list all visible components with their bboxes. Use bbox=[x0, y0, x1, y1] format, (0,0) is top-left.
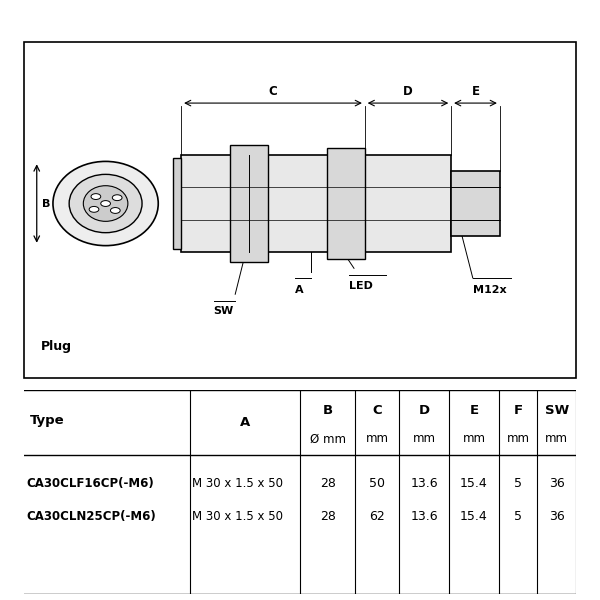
Circle shape bbox=[91, 194, 101, 199]
Text: mm: mm bbox=[413, 433, 436, 445]
Bar bbox=[173, 158, 181, 249]
Text: A: A bbox=[295, 284, 303, 295]
Text: Plug: Plug bbox=[41, 340, 72, 353]
Text: F: F bbox=[514, 404, 523, 417]
Text: LED: LED bbox=[349, 281, 373, 291]
Text: M 30 x 1.5 x 50: M 30 x 1.5 x 50 bbox=[193, 478, 283, 490]
Bar bbox=[24, 42, 576, 378]
Text: 15.4: 15.4 bbox=[460, 510, 488, 523]
Text: 5: 5 bbox=[514, 478, 522, 490]
Text: Ø mm: Ø mm bbox=[310, 433, 346, 445]
Text: 13.6: 13.6 bbox=[410, 478, 438, 490]
Text: mm: mm bbox=[366, 433, 389, 445]
Text: 28: 28 bbox=[320, 510, 335, 523]
Text: D: D bbox=[419, 404, 430, 417]
Text: B: B bbox=[42, 199, 50, 209]
Text: SW: SW bbox=[214, 305, 234, 316]
Circle shape bbox=[112, 195, 122, 200]
Bar bbox=[230, 145, 268, 262]
Text: mm: mm bbox=[463, 433, 485, 445]
Text: C: C bbox=[373, 404, 382, 417]
Text: 5: 5 bbox=[514, 510, 522, 523]
Text: E: E bbox=[472, 85, 479, 98]
Text: 28: 28 bbox=[320, 478, 335, 490]
Bar bbox=[451, 171, 500, 236]
Text: B: B bbox=[323, 404, 332, 417]
Bar bbox=[181, 155, 451, 252]
Text: M 30 x 1.5 x 50: M 30 x 1.5 x 50 bbox=[193, 510, 283, 523]
Text: D: D bbox=[403, 85, 413, 98]
Ellipse shape bbox=[83, 185, 128, 221]
Text: mm: mm bbox=[506, 433, 530, 445]
Text: 13.6: 13.6 bbox=[410, 510, 438, 523]
Ellipse shape bbox=[69, 175, 142, 233]
Ellipse shape bbox=[53, 161, 158, 245]
Text: SW: SW bbox=[545, 404, 569, 417]
Text: mm: mm bbox=[545, 433, 568, 445]
Text: 62: 62 bbox=[370, 510, 385, 523]
Text: E: E bbox=[469, 404, 478, 417]
Text: M12x: M12x bbox=[473, 284, 506, 295]
Text: CA30CLN25CP(-M6): CA30CLN25CP(-M6) bbox=[27, 510, 157, 523]
Circle shape bbox=[110, 208, 120, 214]
Bar bbox=[327, 148, 365, 259]
Text: A: A bbox=[239, 416, 250, 429]
Text: CA30CLF16CP(-M6): CA30CLF16CP(-M6) bbox=[27, 478, 155, 490]
Text: Type: Type bbox=[29, 414, 64, 427]
Circle shape bbox=[89, 206, 99, 212]
Circle shape bbox=[101, 200, 110, 206]
Text: C: C bbox=[269, 85, 277, 98]
Text: 50: 50 bbox=[369, 478, 385, 490]
Text: 15.4: 15.4 bbox=[460, 478, 488, 490]
Text: 36: 36 bbox=[549, 478, 565, 490]
Text: 36: 36 bbox=[549, 510, 565, 523]
